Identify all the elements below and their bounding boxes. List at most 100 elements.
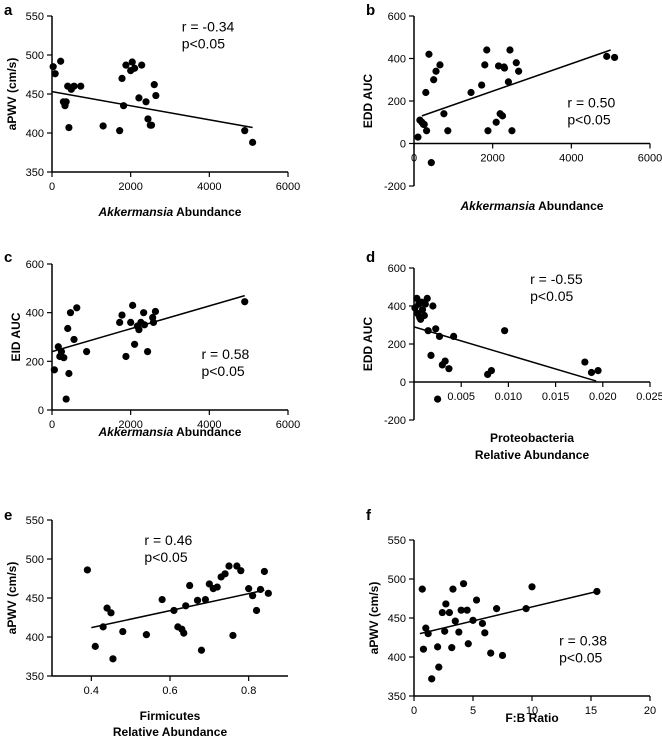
panel-d-y-tick-label: 400: [388, 301, 406, 313]
panel-a-stat-annotation: r = -0.34: [182, 19, 235, 35]
panel-e-data-point: [237, 567, 245, 575]
panel-b-stat-annotation: r = 0.50: [567, 94, 615, 110]
panel-c-y-tick-label: 0: [38, 405, 44, 417]
panel-a-data-point: [70, 82, 78, 90]
panel-label-b: b: [366, 2, 375, 19]
panel-f-data-point: [435, 663, 443, 671]
panel-f-data-point: [449, 585, 457, 593]
panel-b-data-point: [467, 88, 475, 97]
panel-d-data-point: [434, 395, 442, 403]
panel-d-data-point: [424, 327, 432, 335]
panel-f-data-point: [478, 619, 487, 628]
panel-e-data-point: [201, 595, 209, 604]
panel-d-x-tick-label: 0.020: [589, 391, 617, 403]
panel-b-data-point: [440, 110, 448, 118]
panel-d-stat-annotation: r = -0.55: [530, 271, 583, 287]
panel-f-data-point: [419, 645, 428, 653]
panel-f-data-point: [487, 649, 495, 657]
panel-f-y-tick-label: 350: [388, 691, 406, 703]
panel-f-data-point: [528, 583, 536, 591]
panel-a-data-point: [135, 94, 143, 102]
panel-c-stat-annotation: r = 0.58: [201, 346, 249, 362]
panel-c-x-tick-label: 0: [49, 419, 55, 431]
panel-b-data-point: [422, 127, 431, 135]
panel-d-x-tick-label: 0.005: [447, 391, 475, 403]
panel-b-data-point: [512, 59, 520, 67]
panel-f-x-tick-label: 5: [470, 705, 476, 717]
panel-b-data-point: [611, 53, 619, 62]
panel-f-data-point: [442, 600, 450, 608]
panel-f-data-point: [434, 643, 442, 651]
panel-c-data-point: [127, 318, 135, 326]
panel-b-trendline: [421, 49, 611, 117]
panel-a-data-point: [99, 122, 107, 130]
panel-a-y-tick-label: 500: [26, 50, 44, 62]
panel-a-data-point: [65, 123, 73, 132]
panel-e-y-tick-label: 350: [26, 671, 44, 683]
panel-b-data-point: [414, 133, 422, 141]
panel-c-y-tick-label: 400: [26, 308, 44, 320]
panel-d-data-point: [421, 300, 429, 308]
panel-e-x-axis-label-line: Relative Abundance: [113, 725, 228, 739]
panel-a-y-axis-label: aPWV (cm/s): [5, 58, 19, 131]
panel-b-data-point: [432, 67, 440, 75]
panel-c-data-point: [140, 321, 149, 329]
panel-f-stat-annotation: p<0.05: [559, 649, 602, 665]
panel-c-data-point: [118, 311, 126, 319]
panel-e-x-axis-label-line: Firmicutes: [140, 709, 201, 723]
panel-f-data-point: [463, 606, 471, 614]
panel-a-data-point: [77, 82, 85, 90]
panel-b-data-point: [603, 52, 611, 60]
panel-e-data-point: [264, 589, 272, 597]
panel-f-data-point: [464, 640, 472, 648]
panel-d-trendline: [413, 326, 597, 382]
panel-a-data-point: [122, 61, 130, 69]
panel-c-data-point: [151, 307, 160, 316]
panel-c-data-point: [64, 324, 72, 333]
panel-e-data-point: [252, 606, 261, 615]
panel-e-data-point: [170, 606, 178, 615]
panel-c-trendline: [51, 294, 245, 353]
panel-f-data-point: [418, 585, 426, 593]
panel-f-trendline: [419, 590, 598, 635]
panel-b-data-point: [484, 127, 492, 135]
panel-f-data-point: [448, 644, 456, 652]
panel-d-data-point: [450, 332, 458, 340]
panel-e-y-tick-label: 550: [26, 515, 44, 527]
panel-a-y-tick-label: 350: [26, 167, 44, 179]
panel-c-data-point: [131, 340, 139, 348]
panel-a-y-tick-label: 550: [26, 11, 44, 23]
panel-f-data-point: [422, 624, 430, 632]
panel-a-x-tick-label: 0: [49, 181, 55, 193]
panel-d-y-axis-label: EDD AUC: [361, 317, 375, 372]
panel-a-x-tick-label: 2000: [118, 181, 142, 193]
panel-a-x-tick-label: 6000: [276, 181, 300, 193]
panel-f-data-point: [451, 617, 459, 625]
panel-b-y-tick-label: -200: [384, 181, 406, 193]
panel-c-data-point: [122, 352, 130, 361]
panel-f-y-axis-label: aPWV (cm/s): [367, 582, 381, 655]
panel-d-data-point: [487, 367, 496, 375]
panel-d-data-point: [423, 294, 431, 302]
panel-f-data-point: [493, 605, 501, 613]
chart-panel-d: -200 0 200 400 600 0.005 0.010 0.015 0.020 0.025 E…: [361, 263, 662, 462]
panel-f-x-tick-label: 10: [526, 705, 538, 717]
panel-e-data-point: [109, 655, 117, 663]
panel-e-data-point: [91, 642, 99, 650]
panel-c-data-point: [149, 318, 158, 326]
panel-c-data-point: [135, 326, 143, 334]
panel-e-x-tick-label: 0.8: [241, 685, 256, 697]
panel-b-y-tick-label: 400: [388, 54, 406, 66]
panel-label-e: e: [4, 507, 12, 524]
panel-f-stat-annotation: r = 0.38: [559, 632, 607, 648]
panel-e-data-point: [180, 629, 188, 637]
panel-a-trendline: [51, 90, 253, 129]
panel-b-data-point: [515, 67, 523, 75]
panel-f-y-tick-label: 400: [388, 652, 406, 664]
panel-f-x-tick-label: 20: [644, 705, 656, 717]
panel-e-y-tick-label: 450: [26, 593, 44, 605]
panel-b-data-point: [494, 62, 503, 70]
panel-c-stat-annotation: p<0.05: [201, 363, 244, 379]
